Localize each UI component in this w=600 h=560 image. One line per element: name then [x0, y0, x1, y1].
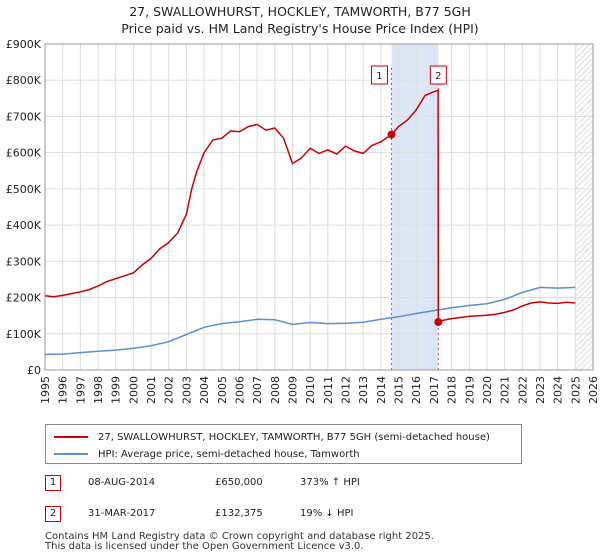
- x-tick-label: 2020: [481, 376, 494, 404]
- x-tick-label: 2003: [180, 376, 193, 404]
- x-tick-label: 2002: [163, 376, 176, 404]
- chart-subtitle: Price paid vs. HM Land Registry's House …: [121, 21, 479, 36]
- property-series-line: [44, 89, 576, 324]
- y-tick-label: £400K: [6, 219, 42, 232]
- transaction-price: £650,000: [215, 477, 263, 488]
- legend-item-hpi: HPI: Average price, semi-detached house,…: [54, 446, 360, 462]
- transaction-hpi-change: 373% ↑ HPI: [300, 477, 360, 488]
- plot-area: [45, 44, 593, 370]
- x-tick-label: 2012: [340, 376, 353, 404]
- x-tick-label: 2016: [410, 376, 423, 404]
- x-tick-label: 2005: [216, 376, 229, 404]
- x-tick-label: 2017: [428, 376, 441, 404]
- hpi-series-line: [44, 286, 576, 356]
- x-tick-label: 2001: [145, 376, 158, 404]
- x-tick-label: 2023: [534, 376, 547, 404]
- transaction-hpi-change: 19% ↓ HPI: [300, 508, 354, 519]
- y-tick-label: £300K: [6, 255, 42, 268]
- x-tick-label: 1998: [92, 376, 105, 404]
- x-tick-label: 2022: [516, 376, 529, 404]
- x-tick-label: 2021: [499, 376, 512, 404]
- legend-swatch-hpi: [54, 453, 88, 455]
- x-tick-label: 2004: [198, 376, 211, 404]
- footer-licence: This data is licensed under the Open Gov…: [45, 541, 364, 552]
- sale-period-shading: [391, 44, 439, 370]
- x-tick-label: 2006: [233, 376, 246, 404]
- x-tick-label: 2007: [251, 376, 264, 404]
- price-chart: 1 2 £0 £100K £200K £300K £400K £500K £600K £700K…: [6, 38, 600, 404]
- x-tick-label: 2018: [446, 376, 459, 404]
- y-tick-label: £0: [27, 364, 41, 377]
- x-tick-label: 1997: [74, 376, 87, 404]
- plot-frame: [44, 43, 594, 371]
- forecast-hatch: [575, 44, 593, 370]
- x-tick-label: 2000: [127, 376, 140, 404]
- x-tick-label: 2026: [587, 376, 600, 404]
- transaction-date: 08-AUG-2014: [88, 477, 156, 488]
- sale-badge-label: 1: [376, 71, 382, 82]
- transaction-badge: 1: [45, 475, 61, 491]
- x-tick-label: 1999: [110, 376, 123, 404]
- y-tick-label: £900K: [6, 38, 42, 51]
- x-tick-label: 2024: [552, 376, 565, 404]
- x-tick-label: 2011: [322, 376, 335, 404]
- y-tick-label: £600K: [6, 147, 42, 160]
- legend-label-hpi: HPI: Average price, semi-detached house,…: [98, 448, 360, 460]
- x-tick-label: 1996: [57, 376, 70, 404]
- y-tick-label: £200K: [6, 292, 42, 305]
- transaction-date: 31-MAR-2017: [88, 508, 156, 519]
- legend-label-property: 27, SWALLOWHURST, HOCKLEY, TAMWORTH, B77…: [98, 431, 490, 443]
- x-tick-label: 1995: [39, 376, 52, 404]
- y-tick-label: £100K: [6, 328, 42, 341]
- chart-legend: 27, SWALLOWHURST, HOCKLEY, TAMWORTH, B77…: [45, 424, 522, 464]
- transaction-row: 1 08-AUG-2014 £650,000 373% ↑ HPI: [45, 475, 565, 493]
- y-tick-label: £800K: [6, 74, 42, 87]
- sale-point-marker: [434, 318, 443, 327]
- chart-title: 27, SWALLOWHURST, HOCKLEY, TAMWORTH, B77…: [129, 4, 471, 19]
- x-tick-label: 2010: [304, 376, 317, 404]
- x-tick-label: 2008: [269, 376, 282, 404]
- x-tick-label: 2015: [393, 376, 406, 404]
- x-tick-label: 2019: [463, 376, 476, 404]
- footer: Contains HM Land Registry data © Crown c…: [45, 532, 434, 552]
- y-tick-label: £500K: [6, 183, 42, 196]
- legend-item-property: 27, SWALLOWHURST, HOCKLEY, TAMWORTH, B77…: [54, 429, 490, 445]
- x-tick-label: 2014: [375, 376, 388, 404]
- sale-badge-box: [370, 65, 388, 85]
- sale-badge-box: [429, 65, 447, 85]
- sale-badge-label: 2: [435, 71, 441, 82]
- x-tick-label: 2025: [569, 376, 582, 404]
- sale-point-marker: [387, 130, 396, 139]
- transaction-price: £132,375: [215, 508, 263, 519]
- x-tick-label: 2009: [286, 376, 299, 404]
- y-tick-label: £700K: [6, 110, 42, 123]
- x-tick-label: 2013: [357, 376, 370, 404]
- footer-copyright: Contains HM Land Registry data © Crown c…: [45, 531, 434, 542]
- transaction-badge: 2: [45, 506, 61, 522]
- legend-swatch-property: [54, 436, 88, 438]
- transaction-row: 2 31-MAR-2017 £132,375 19% ↓ HPI: [45, 506, 565, 524]
